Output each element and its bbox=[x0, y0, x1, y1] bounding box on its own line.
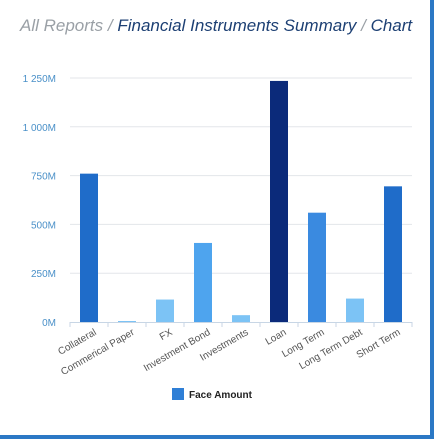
y-tick-label: 0M bbox=[42, 318, 56, 329]
bar[interactable] bbox=[118, 321, 136, 322]
breadcrumb-separator: / bbox=[361, 16, 366, 35]
x-tick-label: Loan bbox=[264, 327, 289, 348]
bar[interactable] bbox=[384, 186, 402, 322]
breadcrumb: All Reports / Financial Instruments Summ… bbox=[20, 16, 412, 36]
bar[interactable] bbox=[270, 80, 288, 322]
breadcrumb-financial-instruments-summary[interactable]: Financial Instruments Summary bbox=[117, 16, 357, 35]
breadcrumb-all-reports[interactable]: All Reports bbox=[20, 16, 104, 35]
bar[interactable] bbox=[194, 242, 212, 322]
y-tick-label: 750M bbox=[31, 172, 56, 183]
x-tick-label: Short Term bbox=[355, 327, 403, 361]
bar[interactable] bbox=[80, 173, 98, 322]
bar[interactable] bbox=[232, 315, 250, 322]
y-tick-label: 1 250M bbox=[23, 74, 56, 85]
card-edge bbox=[430, 0, 434, 439]
breadcrumb-chart: Chart bbox=[370, 16, 413, 35]
breadcrumb-separator: / bbox=[107, 16, 113, 35]
y-tick-label: 500M bbox=[31, 220, 56, 231]
y-tick-label: 1 000M bbox=[23, 123, 56, 134]
bar[interactable] bbox=[156, 299, 174, 322]
bar[interactable] bbox=[308, 212, 326, 322]
legend-swatch[interactable] bbox=[172, 388, 184, 400]
bar[interactable] bbox=[346, 298, 364, 322]
legend-label[interactable]: Face Amount bbox=[189, 390, 253, 401]
x-tick-label: FX bbox=[158, 327, 175, 343]
x-tick-label: Investment Bond bbox=[142, 327, 212, 374]
card-bottom-bar bbox=[0, 435, 434, 439]
y-tick-label: 250M bbox=[31, 269, 56, 280]
